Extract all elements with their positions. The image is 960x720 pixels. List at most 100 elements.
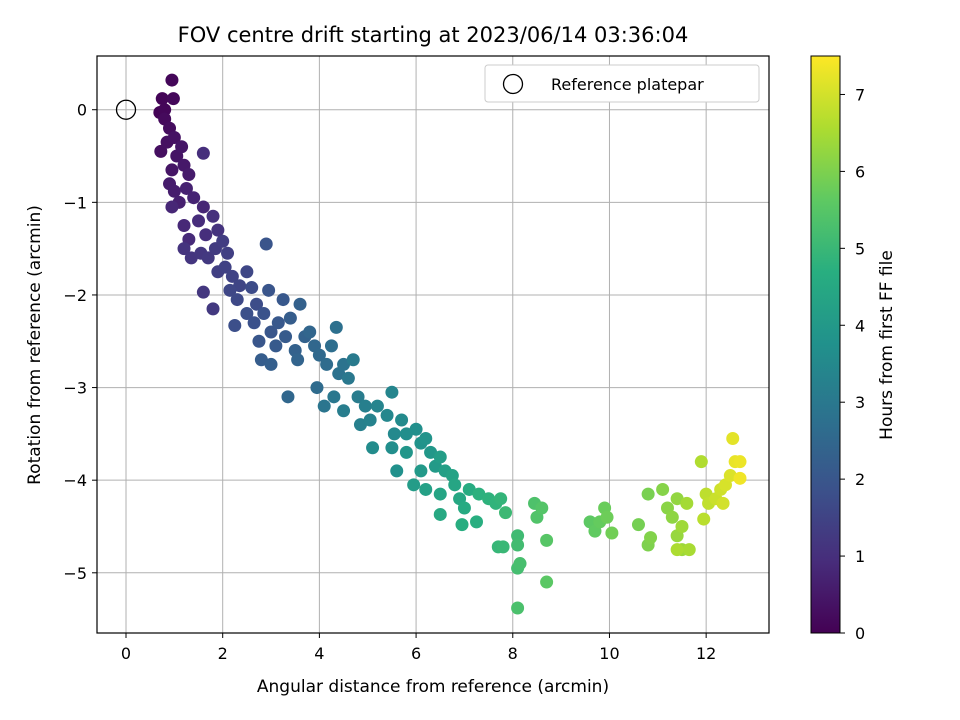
colorbar-tick-label: 1 bbox=[855, 547, 865, 566]
scatter-point bbox=[154, 144, 168, 158]
colorbar-label: Hours from first FF file bbox=[877, 250, 897, 440]
scatter-point bbox=[353, 418, 367, 432]
scatter-point bbox=[252, 334, 266, 348]
scatter-point bbox=[631, 518, 645, 532]
scatter-point bbox=[165, 200, 179, 214]
scatter-point bbox=[271, 316, 285, 330]
scatter-point bbox=[167, 184, 181, 198]
scatter-point bbox=[511, 538, 525, 552]
scatter-point bbox=[380, 408, 394, 422]
y-tick-label: −5 bbox=[63, 564, 87, 583]
scatter-point bbox=[165, 163, 179, 177]
scatter-point bbox=[327, 390, 341, 404]
scatter-point bbox=[218, 260, 232, 274]
x-tick-label: 4 bbox=[314, 644, 324, 663]
y-tick-label: −2 bbox=[63, 286, 87, 305]
scatter-point bbox=[419, 432, 433, 446]
x-axis-label: Angular distance from reference (arcmin) bbox=[257, 677, 609, 697]
scatter-point bbox=[358, 399, 372, 413]
scatter-point bbox=[199, 228, 213, 242]
scatter-point bbox=[733, 471, 747, 485]
legend: Reference platepar bbox=[484, 64, 760, 103]
scatter-point bbox=[167, 131, 181, 145]
colorbar-tick-label: 0 bbox=[855, 624, 865, 643]
scatter-point bbox=[462, 482, 476, 496]
y-tick-label: 0 bbox=[77, 101, 87, 120]
scatter-point bbox=[656, 482, 670, 496]
scatter-point bbox=[511, 601, 525, 615]
scatter-point bbox=[324, 339, 338, 353]
scatter-point bbox=[276, 293, 290, 307]
scatter-point bbox=[726, 432, 740, 446]
scatter-point bbox=[254, 353, 268, 367]
scatter-point bbox=[448, 478, 462, 492]
scatter-point bbox=[414, 464, 428, 478]
scatter-point bbox=[733, 455, 747, 469]
scatter-point bbox=[457, 501, 471, 515]
scatter-point bbox=[670, 492, 684, 506]
chart-title: FOV centre drift starting at 2023/06/14 … bbox=[178, 23, 689, 47]
scatter-point bbox=[320, 357, 334, 371]
scatter-point bbox=[387, 427, 401, 441]
scatter-point bbox=[211, 223, 225, 237]
scatter-point bbox=[177, 218, 191, 232]
x-tick-label: 8 bbox=[508, 644, 518, 663]
scatter-point bbox=[665, 510, 679, 524]
scatter-point bbox=[540, 575, 554, 589]
scatter-point bbox=[641, 487, 655, 501]
colorbar-tick-label: 7 bbox=[855, 85, 865, 104]
scatter-point bbox=[540, 533, 554, 547]
scatter-point bbox=[259, 237, 273, 251]
scatter-point bbox=[293, 297, 307, 311]
scatter-point bbox=[419, 482, 433, 496]
scatter-point bbox=[187, 191, 201, 205]
scatter-point bbox=[499, 506, 513, 520]
x-tick-label: 12 bbox=[696, 644, 716, 663]
colorbar-tick-label: 4 bbox=[855, 316, 865, 335]
scatter-point bbox=[177, 242, 191, 256]
scatter-point bbox=[494, 492, 508, 506]
x-tick-label: 2 bbox=[218, 644, 228, 663]
scatter-point bbox=[269, 339, 283, 353]
scatter-point bbox=[175, 140, 189, 154]
data-points bbox=[153, 73, 747, 615]
y-tick-label: −3 bbox=[63, 379, 87, 398]
scatter-point bbox=[409, 422, 423, 436]
scatter-point bbox=[245, 281, 259, 295]
scatter-point bbox=[329, 320, 343, 334]
scatter-point bbox=[363, 413, 377, 427]
scatter-point bbox=[228, 319, 242, 333]
scatter-point bbox=[424, 445, 438, 459]
scatter-point bbox=[291, 353, 305, 367]
y-axis-ticks: 0 −1 −2 −3 −4 −5 bbox=[63, 101, 97, 583]
scatter-point bbox=[179, 181, 193, 195]
reference-marker bbox=[115, 99, 137, 120]
scatter-point bbox=[346, 353, 360, 367]
scatter-point bbox=[407, 478, 421, 492]
scatter-point bbox=[182, 168, 196, 182]
y-tick-label: −1 bbox=[63, 193, 87, 212]
colorbar-tick-label: 3 bbox=[855, 393, 865, 412]
scatter-point bbox=[196, 200, 210, 214]
scatter-point bbox=[283, 311, 297, 325]
scatter-point bbox=[535, 501, 549, 515]
plot-frame bbox=[96, 55, 770, 634]
scatter-point bbox=[221, 246, 235, 260]
scatter-point bbox=[216, 234, 230, 248]
scatter-point bbox=[433, 487, 447, 501]
scatter-point bbox=[264, 325, 278, 339]
colorbar-tick-label: 2 bbox=[855, 470, 865, 489]
scatter-point bbox=[337, 357, 351, 371]
scatter-point bbox=[600, 510, 614, 524]
scatter-point bbox=[605, 526, 619, 540]
scatter-point bbox=[317, 399, 331, 413]
scatter-point bbox=[680, 496, 694, 510]
scatter-point bbox=[240, 265, 254, 279]
scatter-point bbox=[312, 348, 326, 362]
scatter-point bbox=[223, 283, 237, 297]
scatter-point bbox=[281, 390, 295, 404]
scatter-point bbox=[694, 455, 708, 469]
reference-point bbox=[115, 99, 137, 120]
scatter-point bbox=[366, 441, 380, 455]
scatter-point bbox=[337, 404, 351, 418]
